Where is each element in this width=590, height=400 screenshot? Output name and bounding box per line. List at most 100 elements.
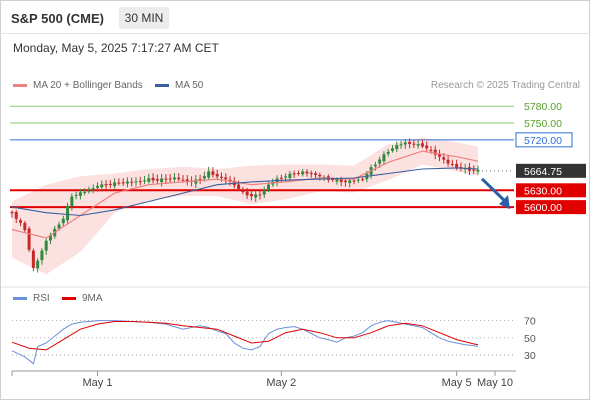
candle-body bbox=[219, 176, 223, 178]
candle-body bbox=[177, 177, 181, 180]
candle-body bbox=[279, 177, 283, 179]
candle-body bbox=[322, 177, 326, 179]
level-label: 5780.00 bbox=[524, 101, 562, 113]
candle-body bbox=[211, 171, 215, 175]
level-label-bg bbox=[516, 163, 586, 178]
candle-body bbox=[339, 178, 343, 182]
level-label: 5720.00 bbox=[524, 135, 562, 147]
candle-body bbox=[403, 142, 407, 145]
candle-body bbox=[399, 144, 403, 146]
candle-body bbox=[476, 169, 480, 172]
candle-body bbox=[143, 180, 147, 182]
candle-body bbox=[390, 148, 394, 151]
ma20-swatch bbox=[13, 84, 27, 87]
time-tick-label: May 2 bbox=[266, 377, 296, 389]
level-label-bg bbox=[516, 200, 586, 215]
candle-body bbox=[386, 151, 390, 154]
candle-body bbox=[249, 194, 253, 197]
candle-body bbox=[361, 179, 365, 181]
candle-body bbox=[459, 167, 463, 169]
candle-body bbox=[352, 180, 356, 182]
candle-body bbox=[245, 191, 249, 196]
legend-ma9: 9MA bbox=[62, 293, 103, 304]
candle-body bbox=[31, 250, 35, 268]
candle-body bbox=[57, 224, 61, 229]
candle-body bbox=[61, 218, 65, 224]
candle-body bbox=[429, 149, 433, 151]
candle-body bbox=[309, 172, 313, 174]
candle-body bbox=[70, 196, 74, 207]
bollinger-band bbox=[12, 137, 478, 275]
candle-body bbox=[284, 176, 288, 178]
candle-body bbox=[446, 159, 450, 164]
candle-body bbox=[420, 143, 424, 147]
candle-body bbox=[181, 179, 185, 181]
legend-ma50-label: MA 50 bbox=[175, 80, 204, 91]
candle-body bbox=[155, 179, 159, 181]
candle-body bbox=[185, 179, 189, 182]
candle-body bbox=[343, 180, 347, 183]
level-label-bg bbox=[515, 132, 573, 148]
projection-arrow-head bbox=[499, 195, 510, 210]
candle-body bbox=[147, 178, 151, 182]
candle-body bbox=[194, 179, 198, 184]
level-label: 5664.75 bbox=[524, 166, 562, 178]
candle-body bbox=[416, 144, 420, 146]
time-tick-label: May 10 bbox=[477, 377, 513, 389]
candle-body bbox=[433, 149, 437, 155]
candle-body bbox=[450, 163, 454, 165]
candle-body bbox=[224, 177, 228, 180]
candle-body bbox=[301, 171, 305, 175]
candle-body bbox=[74, 195, 78, 197]
rsi-swatch bbox=[13, 297, 27, 300]
candle-body bbox=[87, 190, 91, 192]
ma50-swatch bbox=[155, 84, 169, 87]
candle-body bbox=[215, 173, 219, 177]
candle-body bbox=[296, 173, 300, 175]
time-tick-label: May 5 bbox=[442, 377, 472, 389]
candle-body bbox=[292, 173, 296, 175]
candle-body bbox=[241, 190, 245, 193]
rsi-ma9-line bbox=[11, 321, 479, 351]
candle-body bbox=[314, 173, 318, 175]
candle-body bbox=[237, 184, 241, 190]
candle-body bbox=[258, 194, 262, 196]
candle-body bbox=[78, 192, 82, 196]
candle-body bbox=[395, 144, 399, 150]
candle-body bbox=[19, 220, 23, 223]
candle-body bbox=[168, 178, 172, 180]
candle-body bbox=[27, 228, 31, 250]
legend-ma50: MA 50 bbox=[155, 80, 203, 91]
candle-body bbox=[138, 181, 142, 183]
candle-body bbox=[36, 260, 40, 269]
legend-ma20-label: MA 20 + Bollinger Bands bbox=[33, 80, 143, 91]
timeframe-selector[interactable]: 30 MIN bbox=[119, 7, 169, 29]
candle-body bbox=[121, 182, 125, 184]
candle-body bbox=[104, 184, 108, 186]
rsi-tick-label: 70 bbox=[524, 316, 536, 328]
candle-body bbox=[305, 171, 309, 174]
candle-body bbox=[172, 177, 176, 180]
candle-body bbox=[472, 169, 476, 171]
candle-body bbox=[318, 174, 322, 177]
candle-body bbox=[160, 178, 164, 183]
candle-body bbox=[331, 178, 335, 180]
projection-arrow-shaft bbox=[480, 177, 508, 204]
candle-body bbox=[442, 157, 446, 160]
candle-body bbox=[198, 179, 202, 181]
level-label-bg bbox=[516, 183, 586, 198]
candle-body bbox=[100, 184, 104, 188]
candle-body bbox=[113, 182, 117, 187]
candle-body bbox=[48, 235, 52, 241]
candle-body bbox=[44, 240, 48, 251]
candle-body bbox=[151, 177, 155, 181]
candle-body bbox=[288, 173, 292, 179]
legend-rsi: RSI bbox=[13, 293, 50, 304]
candle-body bbox=[335, 179, 339, 182]
candle-body bbox=[125, 181, 129, 184]
instrument-title: S&P 500 (CME) bbox=[11, 11, 104, 26]
candle-body bbox=[455, 164, 459, 168]
rsi-line bbox=[11, 320, 479, 365]
rsi-tick-label: 30 bbox=[524, 350, 536, 362]
